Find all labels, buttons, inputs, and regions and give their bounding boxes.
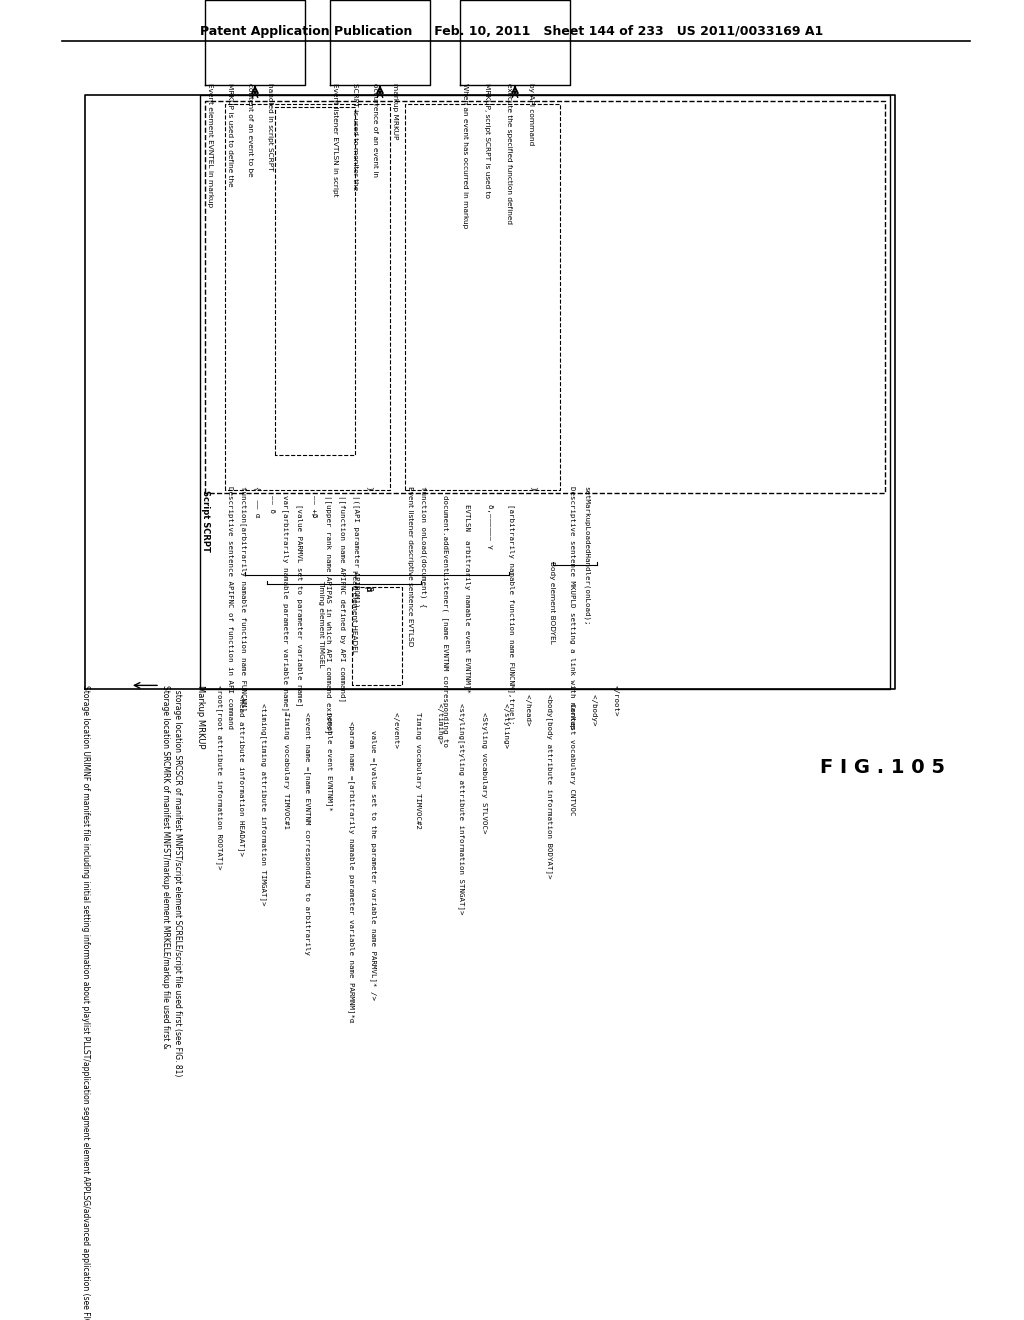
Text: }: } [367, 486, 373, 491]
Text: setMarkupLoadedHandler(onLoad);: setMarkupLoadedHandler(onLoad); [584, 486, 590, 626]
Text: Event listener descriptive sentence EVTLSD: Event listener descriptive sentence EVTL… [407, 486, 413, 647]
Text: handled in script SCRPT: handled in script SCRPT [267, 83, 273, 170]
Text: </styling>: </styling> [503, 685, 509, 748]
Text: }: } [530, 486, 537, 491]
Text: <Styling vocabulary STLVOC>: <Styling vocabulary STLVOC> [481, 685, 487, 834]
Text: </event>: </event> [393, 685, 399, 748]
Text: <styling[styling attribute information STNGAT]>: <styling[styling attribute information S… [459, 685, 465, 915]
Text: Script SCRPT: Script SCRPT [201, 490, 210, 552]
Text: Descriptive sentence APIFNC of function in API command: Descriptive sentence APIFNC of function … [227, 486, 233, 730]
Text: value =[value set to the parameter variable name PARMVL]* />: value =[value set to the parameter varia… [371, 685, 377, 1001]
Text: F I G . 1 0 5: F I G . 1 0 5 [820, 758, 945, 777]
Text: |([API parameter APIROM]): |([API parameter APIROM]) [352, 486, 359, 609]
Text: Event listener EVTLSN in script: Event listener EVTLSN in script [332, 83, 338, 197]
Text: Contest vocabulary CNTVOC: Contest vocabulary CNTVOC [569, 685, 575, 816]
Text: Timing vocabulary TIMVOC#2: Timing vocabulary TIMVOC#2 [415, 685, 421, 829]
Text: </timing>: </timing> [437, 685, 443, 744]
Text: —— +β: —— +β [311, 486, 317, 517]
Text: <event name =[name EVNTNM corresponding to arbitrarily: <event name =[name EVNTNM corresponding … [304, 685, 311, 956]
Text: α: α [362, 586, 372, 591]
Text: δ,—————— γ: δ,—————— γ [487, 486, 493, 549]
Text: markup MRKUP: markup MRKUP [392, 83, 398, 139]
Text: var[arbitrarily namable parameter variable name]=: var[arbitrarily namable parameter variab… [283, 486, 289, 715]
Text: by API command: by API command [528, 83, 534, 145]
Text: [value PARMVL set to parameter variable name]: [value PARMVL set to parameter variable … [296, 486, 303, 708]
Text: |[upper rank name APIPAS in which API command exists]: |[upper rank name APIPAS in which API co… [324, 486, 331, 734]
Text: SCRPT is used to monitor the: SCRPT is used to monitor the [352, 83, 358, 190]
Text: occurrence of an event in: occurrence of an event in [372, 83, 378, 177]
Text: <head attribute information HEADAT]>: <head attribute information HEADAT]> [239, 685, 245, 857]
Text: Body element BODYEL: Body element BODYEL [549, 561, 555, 644]
Text: execute the specified function defined: execute the specified function defined [506, 83, 512, 224]
Text: Storage location URIMNF of manifest file including initial setting information a: Storage location URIMNF of manifest file… [81, 685, 90, 1320]
Text: <root[root attribute information ROOTAT]>: <root[root attribute information ROOTAT]… [216, 685, 223, 870]
Text: Descriptive sentence MKUPLD setting a link with markup: Descriptive sentence MKUPLD setting a li… [569, 486, 575, 730]
Text: [arbitrarily namable function name FUNCNM],true);: [arbitrarily namable function name FUNCN… [508, 486, 515, 725]
Text: Event element EVNTEL in markup: Event element EVNTEL in markup [207, 83, 213, 207]
Text: </body>: </body> [591, 685, 597, 726]
Text: </root>: </root> [613, 685, 618, 717]
Text: content of an event to be: content of an event to be [247, 83, 253, 177]
Text: MRKUP, script SCRPT is used to: MRKUP, script SCRPT is used to [484, 83, 490, 198]
Text: Storage location SRCMRK of manifest MNFST/markup element MRKELE/markup file used: Storage location SRCMRK of manifest MNFS… [161, 685, 170, 1049]
Text: <timing[timing attribute information TIMGAT]>: <timing[timing attribute information TIM… [260, 685, 267, 906]
Text: {  —— α: { —— α [254, 486, 261, 517]
Text: β: β [362, 586, 372, 591]
Text: <body[body attribute information BODYAT]>: <body[body attribute information BODYAT]… [546, 685, 553, 879]
Text: MRKUP is used to define the: MRKUP is used to define the [227, 83, 233, 186]
Text: When an event has occurred in markup: When an event has occurred in markup [462, 83, 468, 228]
Text: function onLoad(document) {: function onLoad(document) { [420, 486, 427, 609]
Text: namable event EVNTNM]*: namable event EVNTNM]* [327, 685, 333, 812]
Text: Timing element TIMGEL: Timing element TIMGEL [318, 579, 324, 668]
Text: Markup MRKUP: Markup MRKUP [196, 685, 205, 748]
Text: document.addEventListener( [name EVNTNM corresponding to: document.addEventListener( [name EVNTNM … [442, 486, 449, 747]
Text: storage location SRCSCR of manifest MNFST/script element SCRELE/script file used: storage location SRCSCR of manifest MNFS… [173, 685, 182, 1077]
Text: Patent Application Publication     Feb. 10, 2011   Sheet 144 of 233   US 2011/00: Patent Application Publication Feb. 10, … [201, 25, 823, 38]
Text: —— δ: —— δ [269, 486, 275, 513]
Text: Head element HEADEL: Head element HEADEL [351, 570, 357, 655]
Text: |[function name APIFNC defined by API command]: |[function name APIFNC defined by API co… [338, 486, 345, 702]
Text: </head>: </head> [525, 685, 531, 726]
Text: <param name =[arbitrarily namable parameter variable name PARMNM]*α: <param name =[arbitrarily namable parame… [348, 685, 355, 1023]
Text: Timing vocabulary TIMVOC#1: Timing vocabulary TIMVOC#1 [283, 685, 289, 829]
Text: function[arbitrarily namable function name FUNCNM]: function[arbitrarily namable function na… [241, 486, 247, 711]
Text: EVTLSN  arbitrarily namable event EVNTNM]*: EVTLSN arbitrarily namable event EVNTNM]… [464, 486, 471, 693]
